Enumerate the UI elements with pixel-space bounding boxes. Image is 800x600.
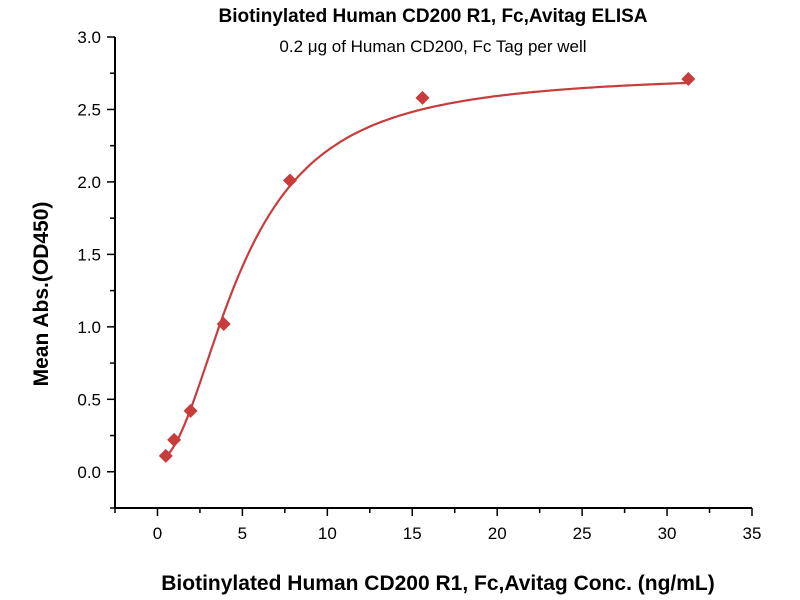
data-point-marker xyxy=(216,316,231,331)
fit-curve xyxy=(165,81,689,458)
x-tick-label: 5 xyxy=(238,524,247,543)
data-point-marker xyxy=(158,448,173,463)
chart-title: Biotinylated Human CD200 R1, Fc,Avitag E… xyxy=(219,6,648,27)
y-tick-label: 2.5 xyxy=(77,100,101,119)
y-tick-label: 0.5 xyxy=(77,390,101,409)
y-axis-label: Mean Abs.(OD450) xyxy=(30,202,53,387)
x-tick-label: 10 xyxy=(318,524,337,543)
data-point-marker xyxy=(415,90,430,105)
data-point-marker xyxy=(282,173,297,188)
x-tick-label: 0 xyxy=(153,524,162,543)
y-tick-label: 1.5 xyxy=(77,245,101,264)
data-point-marker xyxy=(681,72,696,87)
x-tick-label: 25 xyxy=(573,524,592,543)
y-tick-label: 1.0 xyxy=(77,318,101,337)
chart-subtitle: 0.2 μg of Human CD200, Fc Tag per well xyxy=(279,37,586,56)
x-tick-label: 20 xyxy=(488,524,507,543)
x-tick-label: 30 xyxy=(658,524,677,543)
data-point-marker xyxy=(183,403,198,418)
y-tick-label: 3.0 xyxy=(77,28,101,47)
x-tick-label: 15 xyxy=(403,524,422,543)
y-tick-label: 0.0 xyxy=(77,463,101,482)
y-tick-label: 2.0 xyxy=(77,173,101,192)
x-tick-label: 35 xyxy=(743,524,762,543)
x-axis-label: Biotinylated Human CD200 R1, Fc,Avitag C… xyxy=(161,572,714,595)
data-point-marker xyxy=(167,432,182,447)
